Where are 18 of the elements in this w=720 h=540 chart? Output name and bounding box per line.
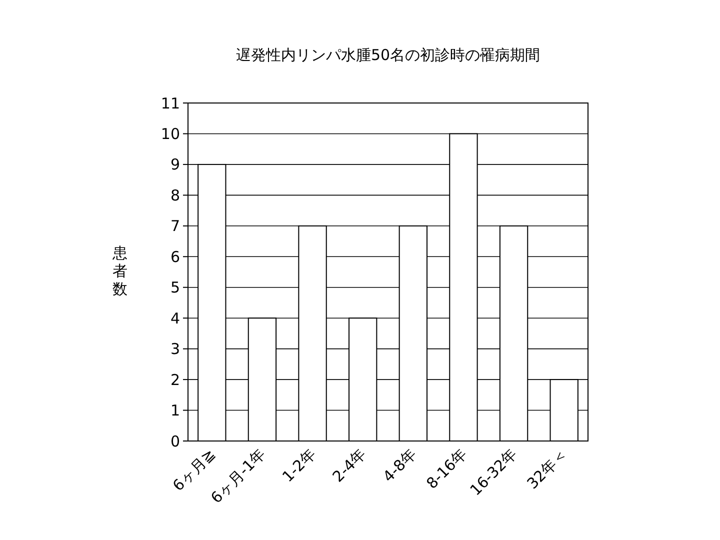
y-tick-label: 8 [170, 186, 180, 204]
y-tick-label: 5 [170, 278, 180, 297]
x-tick-label: 32年＜ [523, 445, 571, 493]
y-tick-label: 2 [170, 370, 180, 389]
y-tick-label: 6 [170, 248, 180, 266]
y-tick-label: 10 [160, 124, 180, 143]
y-tick-label: 11 [160, 94, 180, 112]
chart-title: 遅発性内リンパ水腫50名の初診時の罹病期間 [236, 46, 540, 64]
y-tick-label: 3 [170, 340, 180, 358]
x-tick-label: 2-4年 [329, 445, 370, 486]
y-tick-label: 4 [170, 309, 180, 328]
x-tick-label: 1-2年 [278, 445, 320, 486]
y-tick-label: 1 [170, 402, 180, 420]
x-tick-label: 4-8年 [379, 445, 420, 486]
y-tick-label: 7 [170, 217, 180, 236]
y-tick-label: 0 [170, 432, 180, 450]
y-tick-label: 9 [170, 156, 180, 174]
y-axis-title: 患者数 [112, 244, 128, 298]
